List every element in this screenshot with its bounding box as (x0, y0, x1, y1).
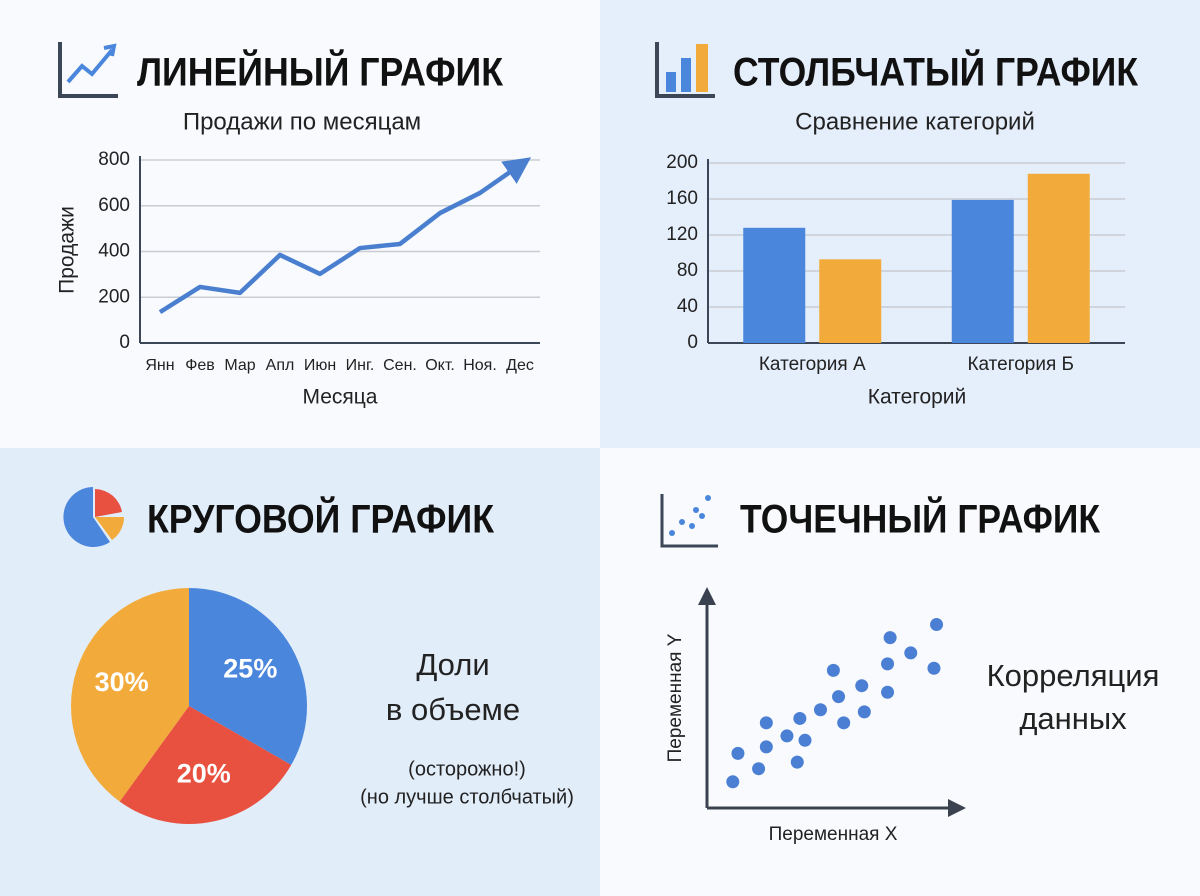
y-tick-label: 160 (666, 188, 698, 209)
heading: ЛИНЕЙНЫЙ ГРАФИК (137, 49, 504, 95)
point (790, 755, 804, 769)
bar (819, 259, 882, 343)
pie-slice (71, 588, 189, 802)
note: (но лучше столбчатый) (360, 786, 574, 808)
bar (1027, 173, 1090, 343)
scatter-icon (660, 494, 718, 548)
bar (743, 227, 806, 343)
y-axis-label: Продажи (56, 206, 79, 294)
point (793, 711, 807, 725)
point (930, 618, 944, 632)
x-tick-label: Категория Б (967, 354, 1074, 375)
point (881, 657, 895, 671)
heading: СТОЛБЧАТЫЙ ГРАФИК (733, 49, 1139, 95)
x-axis-label: Переменная X (769, 824, 898, 845)
x-tick-label: Категория А (759, 354, 866, 375)
line (158, 157, 532, 315)
x-tick-label: Инг. (346, 357, 375, 374)
annotation: в объеме (386, 692, 520, 727)
point (752, 762, 766, 776)
x-tick-label: Ноя. (463, 357, 497, 374)
slice-label: 30% (95, 667, 149, 697)
panel (600, 448, 1200, 896)
point (881, 685, 895, 699)
x-tick-label: Сен. (383, 357, 417, 374)
y-tick-label: 80 (677, 260, 698, 281)
bar-icon (655, 42, 715, 98)
annotation: Доли (416, 647, 489, 682)
bar (951, 199, 1014, 343)
point (798, 733, 812, 747)
point (780, 729, 794, 743)
x-tick-label: Фев (185, 357, 215, 374)
y-tick-label: 200 (666, 152, 698, 173)
slice-label: 20% (177, 758, 231, 788)
chart-title: Сравнение категорий (795, 108, 1035, 135)
heading: ТОЧЕЧНЫЙ ГРАФИК (740, 496, 1101, 542)
y-tick-label: 600 (98, 195, 130, 216)
annotation: Корреляция (987, 658, 1160, 693)
y-tick-label: 120 (666, 224, 698, 245)
x-tick-label: Янн (145, 357, 174, 374)
y-axis-label: Переменная Y (665, 633, 686, 762)
point (904, 646, 918, 660)
point (832, 690, 846, 704)
point (726, 775, 740, 789)
y-tick-label: 400 (98, 241, 130, 262)
slice-label: 25% (223, 654, 277, 684)
x-tick-label: Апл (266, 357, 295, 374)
point (813, 703, 827, 717)
y-tick-label: 0 (119, 332, 130, 353)
x-axis-label: Категорий (868, 386, 967, 409)
y-tick-label: 0 (687, 332, 698, 353)
note: (осторожно!) (408, 758, 526, 780)
point (883, 631, 897, 645)
line-icon (58, 42, 118, 98)
x-tick-label: Дес (506, 357, 534, 374)
y-tick-label: 200 (98, 286, 130, 307)
point (837, 716, 851, 730)
x-tick-label: Мар (224, 357, 255, 374)
pie-icon (63, 487, 125, 547)
panel (0, 0, 600, 448)
point (855, 679, 869, 693)
heading: КРУГОВОЙ ГРАФИК (147, 496, 495, 542)
x-tick-label: Окт. (425, 357, 455, 374)
y-tick-label: 800 (98, 149, 130, 170)
point (927, 661, 941, 675)
annotation: данных (1019, 701, 1127, 736)
point (857, 705, 871, 719)
point (759, 716, 773, 730)
y-tick-label: 40 (677, 296, 698, 317)
chart-title: Продажи по месяцам (183, 108, 421, 135)
pie-slice (189, 588, 307, 765)
point (826, 663, 840, 677)
point (731, 746, 745, 760)
x-tick-label: Июн (304, 357, 336, 374)
point (759, 740, 773, 754)
pie-slice (119, 706, 292, 824)
x-axis-label: Месяца (303, 386, 378, 409)
